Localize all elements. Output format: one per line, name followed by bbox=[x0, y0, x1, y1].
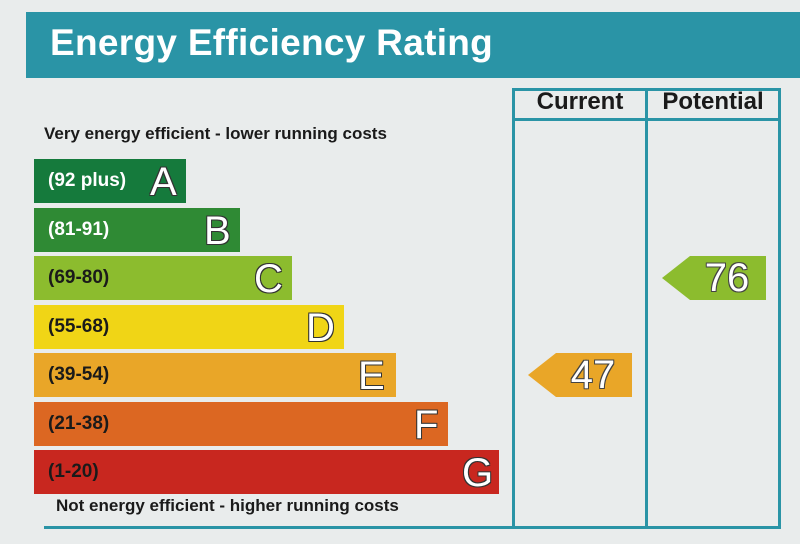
frame-divider-current bbox=[512, 88, 515, 529]
column-header-current: Current bbox=[536, 88, 624, 115]
current-rating-marker-value: 47 bbox=[570, 352, 616, 397]
page-title: Energy Efficiency Rating bbox=[50, 22, 494, 63]
band-range-label: (69-80) bbox=[48, 267, 110, 288]
band-range-label: (55-68) bbox=[48, 315, 110, 337]
current-rating-marker: 47 bbox=[528, 353, 632, 397]
band-a: (92 plus) A bbox=[34, 159, 186, 204]
band-letter: C bbox=[254, 257, 283, 301]
band-e: (39-54) E bbox=[34, 353, 396, 398]
potential-rating-marker: 76 bbox=[662, 256, 766, 300]
caption-top: Very energy efficient - lower running co… bbox=[44, 124, 387, 143]
current-rating-marker-arrow bbox=[528, 353, 632, 397]
frame-right-line bbox=[778, 88, 781, 529]
band-letter: G bbox=[462, 451, 494, 495]
frame-divider-potential bbox=[645, 88, 648, 529]
caption-bottom: Not energy efficient - higher running co… bbox=[56, 496, 399, 515]
band-f: (21-38) F bbox=[34, 401, 448, 447]
current-rating-marker-arrow-shape bbox=[528, 353, 632, 397]
band-letter: D bbox=[306, 305, 335, 350]
band-d: (55-68) D bbox=[34, 304, 344, 350]
column-header-potential: Potential bbox=[662, 88, 764, 115]
band-letter: F bbox=[414, 402, 439, 447]
band-letter: A bbox=[150, 160, 177, 204]
title-bar: Energy Efficiency Rating bbox=[26, 12, 800, 78]
band-range-label: (39-54) bbox=[48, 364, 110, 385]
frame-bottom-line bbox=[44, 526, 780, 529]
band-letter: E bbox=[358, 354, 385, 398]
band-letter: B bbox=[204, 208, 231, 253]
band-range-label: (92 plus) bbox=[48, 170, 127, 191]
band-range-label: (21-38) bbox=[48, 412, 110, 434]
band-range-label: (81-91) bbox=[48, 218, 110, 240]
band-g: (1-20) G bbox=[34, 450, 499, 495]
potential-rating-marker-arrow-shape bbox=[662, 256, 766, 300]
band-b: (81-91) B bbox=[34, 207, 240, 253]
band-c: (69-80) C bbox=[34, 256, 292, 301]
potential-rating-marker-arrow bbox=[662, 256, 766, 300]
potential-rating-marker-value: 76 bbox=[704, 255, 750, 300]
band-range-label: (1-20) bbox=[48, 461, 99, 482]
